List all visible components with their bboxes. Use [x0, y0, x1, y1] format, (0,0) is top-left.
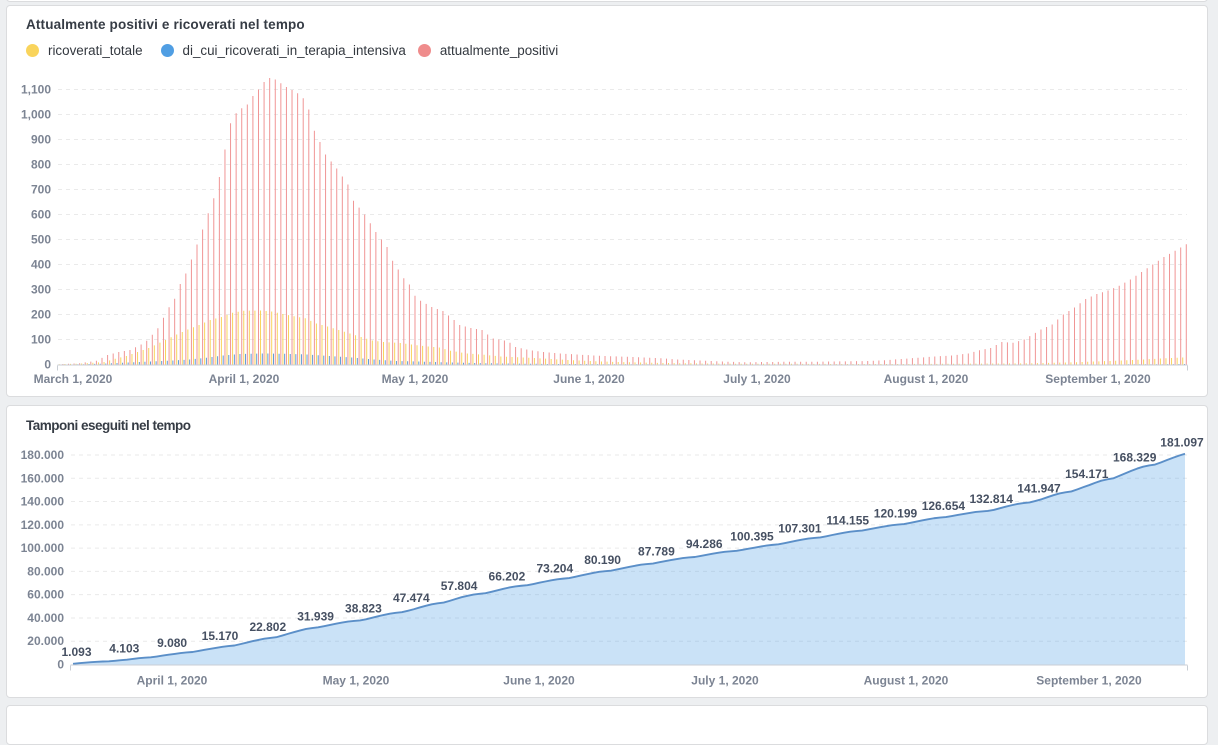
svg-text:154.171: 154.171	[1065, 467, 1109, 481]
svg-text:160.000: 160.000	[21, 471, 65, 485]
svg-text:April 1, 2020: April 1, 2020	[209, 372, 280, 386]
svg-text:800: 800	[31, 158, 51, 172]
svg-text:1,000: 1,000	[21, 108, 51, 122]
svg-text:120.000: 120.000	[21, 518, 65, 532]
svg-text:132.814: 132.814	[970, 492, 1014, 506]
svg-text:9.080: 9.080	[157, 636, 187, 650]
svg-text:168.329: 168.329	[1113, 451, 1157, 465]
svg-text:80.000: 80.000	[27, 564, 64, 578]
svg-text:57.804: 57.804	[441, 579, 478, 593]
svg-text:July 1, 2020: July 1, 2020	[691, 674, 759, 688]
svg-text:126.654: 126.654	[922, 499, 966, 513]
svg-text:22.802: 22.802	[249, 620, 286, 634]
svg-text:June 1, 2020: June 1, 2020	[503, 674, 575, 688]
svg-text:1.093: 1.093	[61, 645, 91, 659]
svg-text:180.000: 180.000	[21, 448, 65, 462]
svg-text:60.000: 60.000	[27, 588, 64, 602]
svg-text:0: 0	[57, 658, 64, 672]
svg-text:40.000: 40.000	[27, 611, 64, 625]
svg-text:181.097: 181.097	[1160, 436, 1204, 450]
svg-text:April 1, 2020: April 1, 2020	[137, 674, 208, 688]
svg-text:15.170: 15.170	[202, 629, 239, 643]
svg-text:June 1, 2020: June 1, 2020	[553, 372, 625, 386]
svg-text:September 1, 2020: September 1, 2020	[1036, 674, 1142, 688]
svg-text:100: 100	[31, 333, 51, 347]
svg-text:1,100: 1,100	[21, 83, 51, 97]
svg-text:500: 500	[31, 233, 51, 247]
svg-text:0: 0	[44, 358, 51, 372]
svg-text:107.301: 107.301	[778, 522, 822, 536]
svg-text:47.474: 47.474	[393, 591, 430, 605]
svg-text:87.789: 87.789	[638, 544, 675, 558]
svg-text:July 1, 2020: July 1, 2020	[723, 372, 791, 386]
svg-text:200: 200	[31, 308, 51, 322]
svg-text:May 1, 2020: May 1, 2020	[382, 372, 449, 386]
svg-text:120.199: 120.199	[874, 507, 918, 521]
svg-text:20.000: 20.000	[27, 634, 64, 648]
svg-text:114.155: 114.155	[826, 514, 869, 528]
svg-text:March 1, 2020: March 1, 2020	[34, 372, 113, 386]
svg-text:141.947: 141.947	[1017, 481, 1061, 495]
svg-text:80.190: 80.190	[584, 553, 621, 567]
svg-text:31.939: 31.939	[297, 609, 334, 623]
svg-text:73.204: 73.204	[536, 561, 573, 575]
svg-text:38.823: 38.823	[345, 601, 382, 615]
svg-text:August 1, 2020: August 1, 2020	[864, 674, 949, 688]
svg-text:400: 400	[31, 258, 51, 272]
svg-text:600: 600	[31, 208, 51, 222]
svg-text:4.103: 4.103	[109, 642, 139, 656]
svg-text:700: 700	[31, 183, 51, 197]
svg-text:100.395: 100.395	[730, 530, 774, 544]
svg-text:900: 900	[31, 133, 51, 147]
svg-text:94.286: 94.286	[686, 537, 723, 551]
svg-text:100.000: 100.000	[21, 541, 65, 555]
svg-text:66.202: 66.202	[489, 569, 526, 583]
svg-text:300: 300	[31, 283, 51, 297]
svg-text:140.000: 140.000	[21, 495, 65, 509]
svg-text:September 1, 2020: September 1, 2020	[1045, 372, 1151, 386]
svg-text:August 1, 2020: August 1, 2020	[884, 372, 969, 386]
svg-text:May 1, 2020: May 1, 2020	[323, 674, 390, 688]
